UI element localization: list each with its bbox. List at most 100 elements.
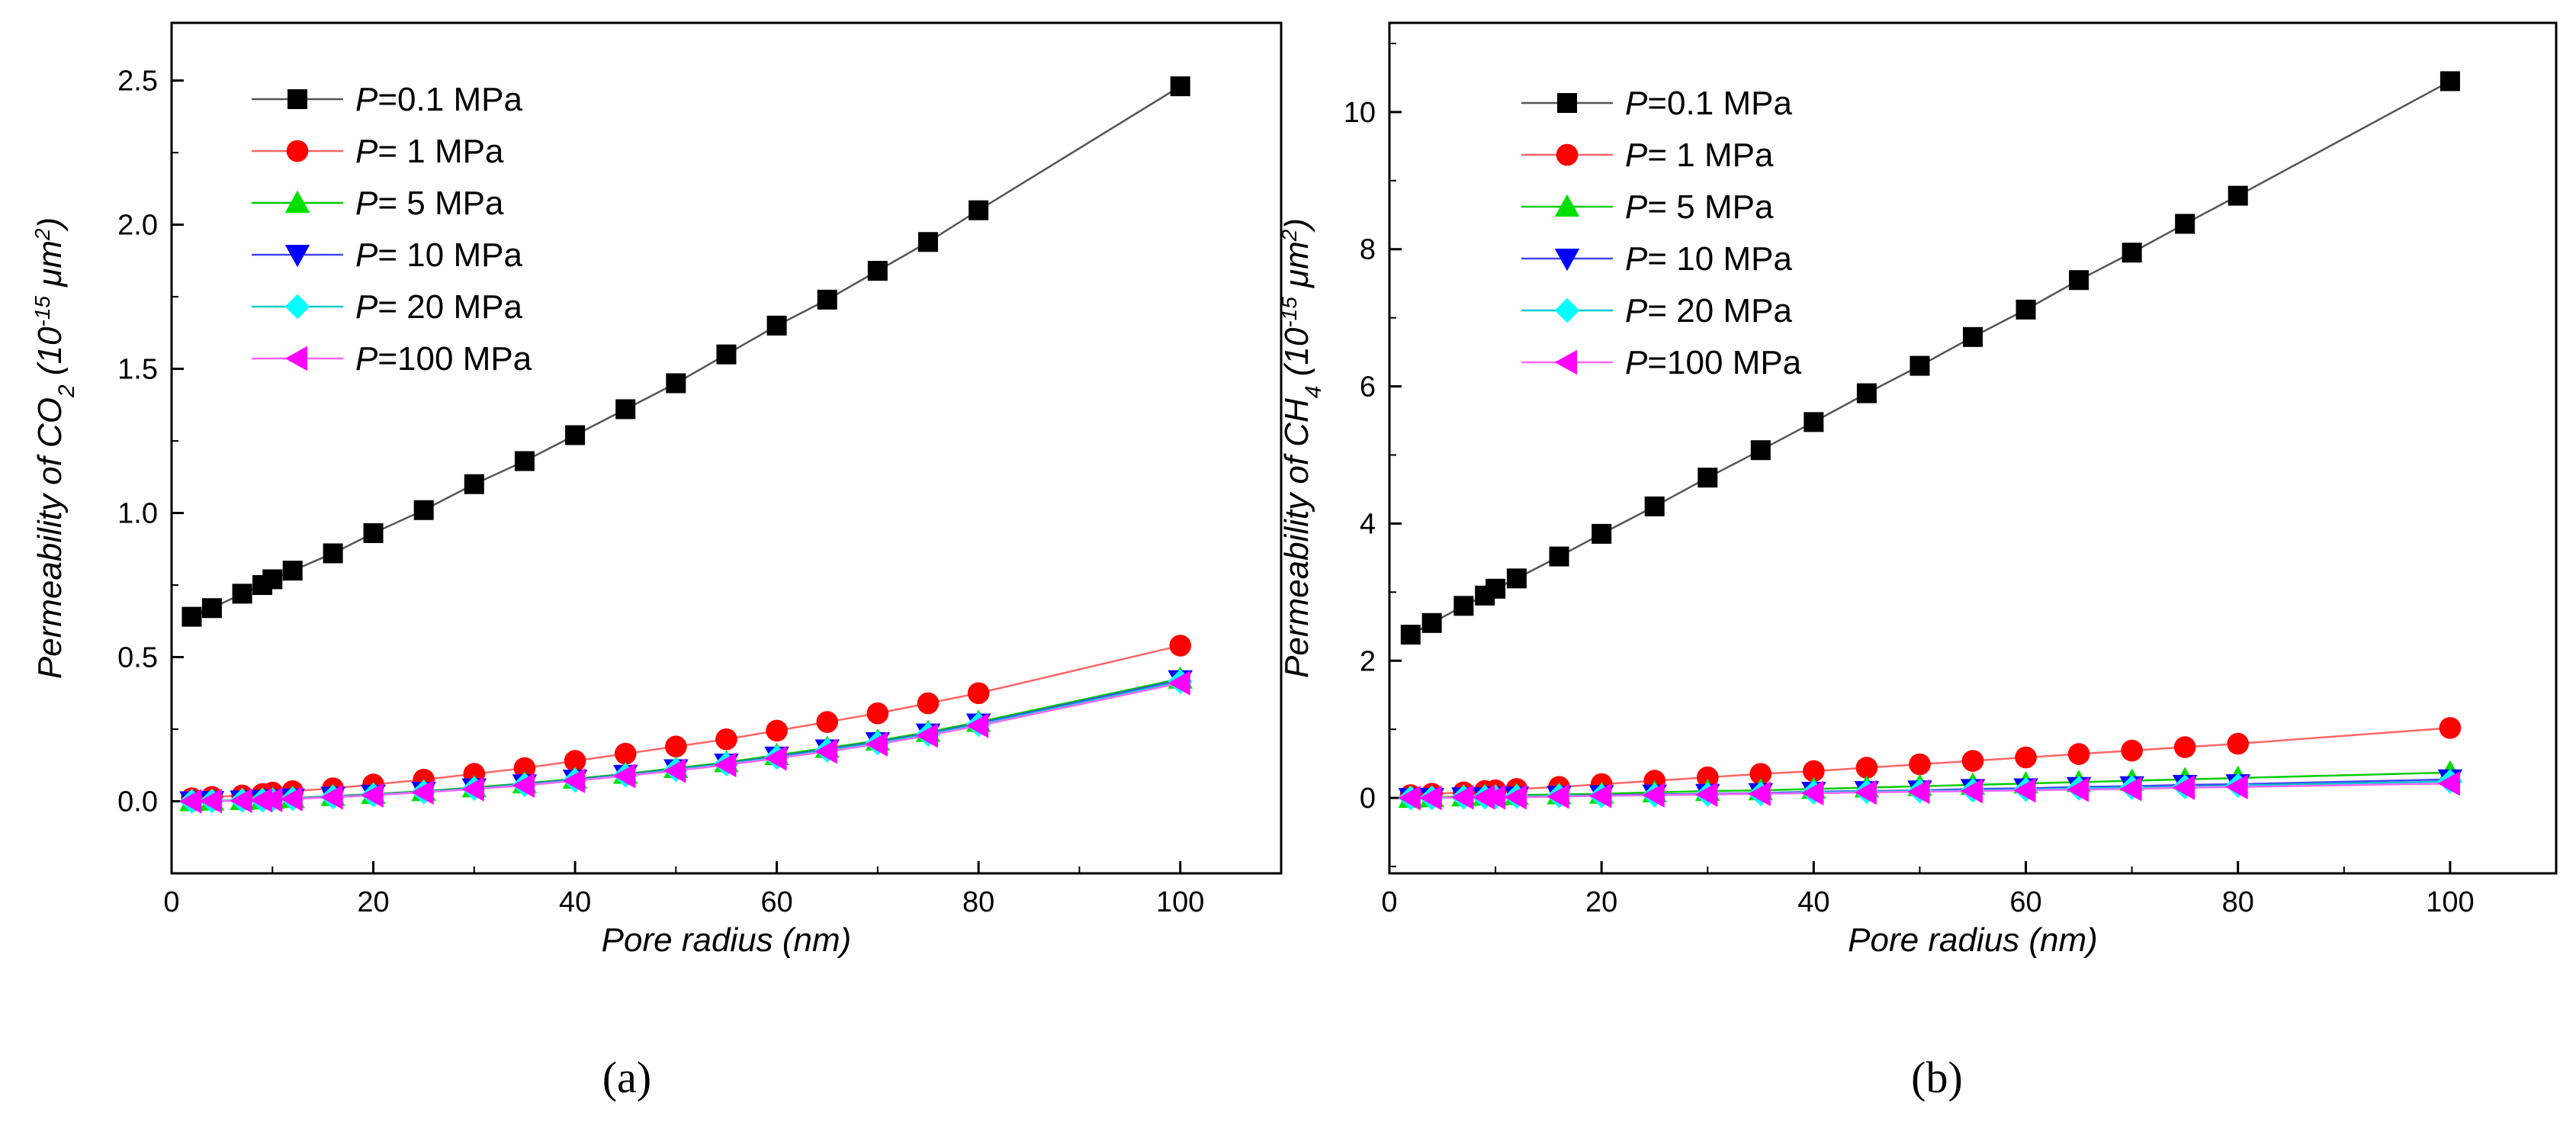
data-point: [413, 500, 434, 520]
x-axis: 0 20 40 60 80 100: [1381, 861, 2475, 918]
data-point: [2175, 214, 2195, 234]
x-tick-label: 0: [163, 886, 179, 918]
data-point: [1856, 383, 1877, 403]
data-point: [917, 692, 940, 715]
legend-label-var: P: [355, 340, 378, 378]
y-axis-title-unit: (10: [1278, 327, 1315, 385]
legend-label: P=100 MPa: [1625, 344, 1802, 381]
data-point: [1588, 783, 1612, 809]
data-point: [1421, 612, 1442, 633]
panel-label: (b): [1911, 1053, 1963, 1102]
x-tick-label: 20: [1585, 886, 1617, 918]
series-5: [1398, 770, 2460, 811]
data-point: [918, 232, 939, 252]
data-point: [866, 702, 889, 725]
data-point: [2172, 775, 2195, 800]
y-axis-title-unit-tail-exp: 2: [31, 228, 54, 241]
data-point: [967, 682, 990, 705]
data-point: [565, 425, 586, 445]
data-point: [1482, 784, 1506, 810]
data-point: [1803, 760, 1825, 783]
legend-label: P= 1 MPa: [1625, 137, 1774, 174]
data-point: [260, 787, 283, 812]
legend-label: P= 10 MPa: [355, 236, 522, 274]
data-point: [1486, 578, 1506, 599]
data-point: [363, 523, 384, 543]
y-tick-label: 2.0: [117, 210, 158, 242]
data-point: [512, 773, 535, 798]
legend-label-var: P: [355, 236, 378, 274]
data-point: [1169, 635, 1192, 657]
data-point: [764, 745, 787, 771]
data-point: [716, 344, 737, 365]
data-point: [323, 543, 343, 564]
x-tick-label: 80: [962, 886, 994, 918]
data-point: [1547, 784, 1569, 809]
x-axis: 0 20 40 60 80 100: [163, 861, 1204, 918]
legend-label: P=0.1 MPa: [1625, 85, 1792, 122]
data-point: [2015, 746, 2037, 769]
data-point: [1801, 780, 1824, 806]
legend-label: P= 20 MPa: [355, 288, 522, 326]
data-point: [1804, 412, 1824, 432]
data-point: [2066, 777, 2089, 802]
y-axis-title-unit-tail-exp: 2: [1277, 229, 1301, 242]
legend-marker: [284, 294, 310, 320]
legend-label-value: = 1 MPa: [377, 133, 504, 170]
series-4: [1398, 769, 2463, 811]
data-point: [199, 788, 222, 814]
y-tick-label: 2: [1360, 645, 1376, 677]
data-point: [1549, 546, 1569, 567]
data-point: [1504, 784, 1527, 810]
data-point: [1451, 784, 1474, 810]
data-point: [665, 735, 687, 757]
data-point: [1749, 763, 1772, 785]
y-axis-title-main: Permeability of CO: [31, 397, 69, 679]
y-axis-title-unit-tail: μm: [1278, 241, 1315, 297]
data-point: [1453, 596, 1474, 616]
data-point: [1963, 326, 1983, 347]
x-tick-label: 60: [2009, 886, 2041, 918]
data-point: [615, 399, 636, 420]
data-point: [612, 763, 636, 789]
legend-label-var: P: [1625, 137, 1648, 174]
legend-label-value: =100 MPa: [1647, 344, 1801, 381]
legend-marker: [1554, 297, 1580, 323]
data-point: [614, 742, 637, 765]
data-point: [1698, 468, 1718, 488]
data-point: [2228, 185, 2248, 206]
data-point: [1695, 782, 1718, 807]
x-tick-label: 100: [2426, 886, 2474, 918]
legend-label-var: P: [355, 133, 378, 170]
legend-label: P=100 MPa: [355, 340, 532, 378]
data-point: [1419, 785, 1442, 811]
data-point: [201, 598, 222, 619]
data-point: [814, 738, 837, 764]
data-point: [714, 752, 737, 778]
plot-frame: [1388, 21, 2558, 875]
legend-label: P=0.1 MPa: [355, 81, 522, 118]
data-point: [867, 261, 888, 281]
data-point: [2016, 299, 2036, 320]
data-point: [715, 728, 737, 751]
data-point: [2069, 270, 2089, 291]
data-point: [968, 200, 989, 220]
series-5: [179, 670, 1190, 814]
legend-label-value: = 5 MPa: [1647, 188, 1774, 226]
data-point: [2439, 71, 2460, 92]
y-tick-label: 0.5: [117, 642, 158, 674]
x-tick-label: 60: [760, 886, 792, 918]
x-tick-label: 80: [2222, 886, 2254, 918]
data-point: [2439, 717, 2462, 739]
data-point: [766, 315, 787, 336]
panel-label: (a): [602, 1053, 651, 1102]
data-point: [2437, 770, 2460, 796]
data-point: [1170, 76, 1190, 97]
x-tick-label: 100: [1156, 886, 1204, 918]
y-axis-title: Permeability of CO2 (10-15 μm2): [31, 217, 79, 679]
x-tick-label: 20: [357, 886, 389, 918]
legend-marker: [287, 89, 307, 109]
legend-label: P= 20 MPa: [1625, 292, 1792, 330]
